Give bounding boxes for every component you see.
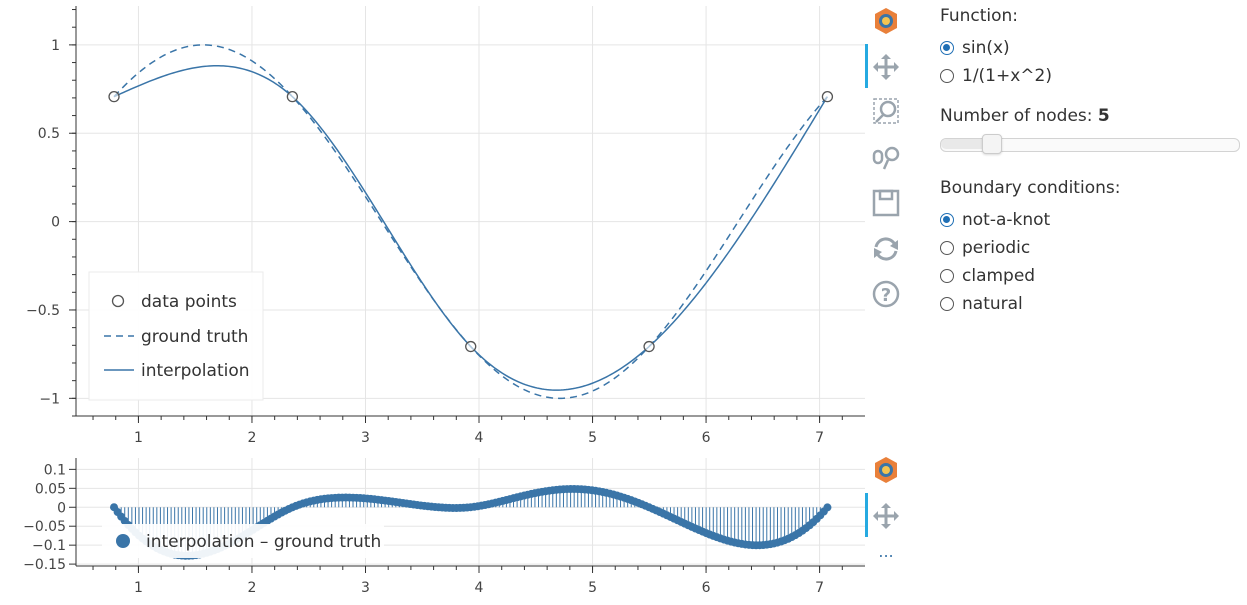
toolbar-bottom: ... [865,457,899,561]
x-tick-label: 5 [588,580,597,596]
boundary-option[interactable]: periodic [940,234,1240,262]
boundary-radio[interactable] [940,241,954,255]
bokeh-logo-icon[interactable] [875,8,897,34]
legend-marker-circle [111,294,125,308]
legend-top: data points ground truth interpolation [88,271,264,401]
y-tick-label: 0.1 [44,462,66,478]
svg-text:?: ? [881,285,891,306]
boundary-radio[interactable] [940,213,954,227]
legend-label: interpolation – ground truth [146,532,381,552]
more-tools-button[interactable]: ... [878,542,893,561]
x-tick-label: 7 [815,430,824,446]
slider-fill [941,139,994,149]
toolbar-top: ? [865,8,900,308]
nodes-value: 5 [1097,106,1110,126]
legend-bottom: interpolation – ground truth [102,524,384,558]
x-tick-label: 2 [248,430,257,446]
x-tick-label: 4 [475,430,484,446]
data-point [643,340,655,353]
y-tick-label: 1 [51,38,60,54]
x-tick-label: 5 [588,430,597,446]
wheel-zoom-icon[interactable] [872,146,900,170]
top-plot: 1 2 3 4 5 6 7 −1 −0.5 0 0.5 1 data points ground trut… [26,6,865,446]
x-tick-label: 7 [815,580,824,596]
function-radio[interactable] [940,41,954,55]
x-tick-label: 1 [134,580,143,596]
function-option[interactable]: 1/(1+x^2) [940,62,1240,90]
boundary-option[interactable]: clamped [940,262,1240,290]
nodes-label-text: Number of nodes: [940,106,1098,126]
pan-icon[interactable] [873,54,899,80]
reset-icon[interactable] [874,237,898,261]
function-radio[interactable] [940,69,954,83]
y-tick-label: 0 [57,500,66,516]
data-point [465,340,477,353]
nodes-slider[interactable] [940,134,1240,154]
y-tick-label: 0.05 [35,481,66,497]
y-tick-label: −1 [39,391,60,407]
box-zoom-icon[interactable] [873,98,899,124]
x-tick-label: 1 [134,430,143,446]
function-option-label: 1/(1+x^2) [962,66,1052,86]
help-icon[interactable]: ? [872,280,900,308]
data-point [821,91,834,103]
y-tick-label: 0 [51,215,60,231]
boundary-option[interactable]: not-a-knot [940,206,1240,234]
function-option[interactable]: sin(x) [940,34,1240,62]
boundary-option-label: natural [962,294,1023,314]
function-radio-group: sin(x) 1/(1+x^2) [940,34,1240,90]
x-tick-label: 4 [475,580,484,596]
error-point [823,503,832,512]
slider-track[interactable] [940,138,1240,152]
legend-label: data points [141,292,237,312]
data-point [108,91,120,103]
function-title: Function: [940,6,1019,26]
boundary-option-label: periodic [962,238,1031,258]
boundary-option[interactable]: natural [940,290,1240,318]
save-icon[interactable] [872,189,900,217]
slider-handle[interactable] [982,134,1003,154]
legend-label: interpolation [141,361,250,381]
active-tool-indicator-bottom [865,493,868,537]
nodes-label: Number of nodes: 5 [940,106,1240,126]
data-point [286,91,299,103]
x-tick-label: 3 [361,430,370,446]
legend-marker-dot [116,534,130,548]
boundary-radio-group: not-a-knot periodic clamped natural [940,206,1240,318]
boundary-title: Boundary conditions: [940,178,1121,198]
legend-box [102,524,384,558]
y-tick-label: 0.5 [38,126,60,142]
function-option-label: sin(x) [962,38,1010,58]
x-tick-label: 6 [702,580,711,596]
boundary-option-label: not-a-knot [962,210,1051,230]
pan-icon[interactable] [873,503,899,529]
boundary-option-label: clamped [962,266,1036,286]
boundary-radio[interactable] [940,297,954,311]
y-tick-label: −0.1 [32,538,66,554]
y-tick-label: −0.15 [23,557,66,573]
active-tool-indicator [865,44,868,88]
boundary-radio[interactable] [940,269,954,283]
x-tick-label: 6 [702,430,711,446]
bokeh-logo-icon[interactable] [875,457,897,483]
widget-panel: Function: sin(x) 1/(1+x^2) Number of node… [940,6,1240,318]
bottom-plot: 1 2 3 4 5 6 7 −0.15 −0.1 −0.05 0 0.05 0.1 interpolati… [23,458,865,596]
y-tick-label: −0.5 [26,303,60,319]
legend-label: ground truth [141,327,248,347]
y-tick-label: −0.05 [23,519,66,535]
x-tick-label: 3 [361,580,370,596]
x-tick-label: 2 [248,580,257,596]
